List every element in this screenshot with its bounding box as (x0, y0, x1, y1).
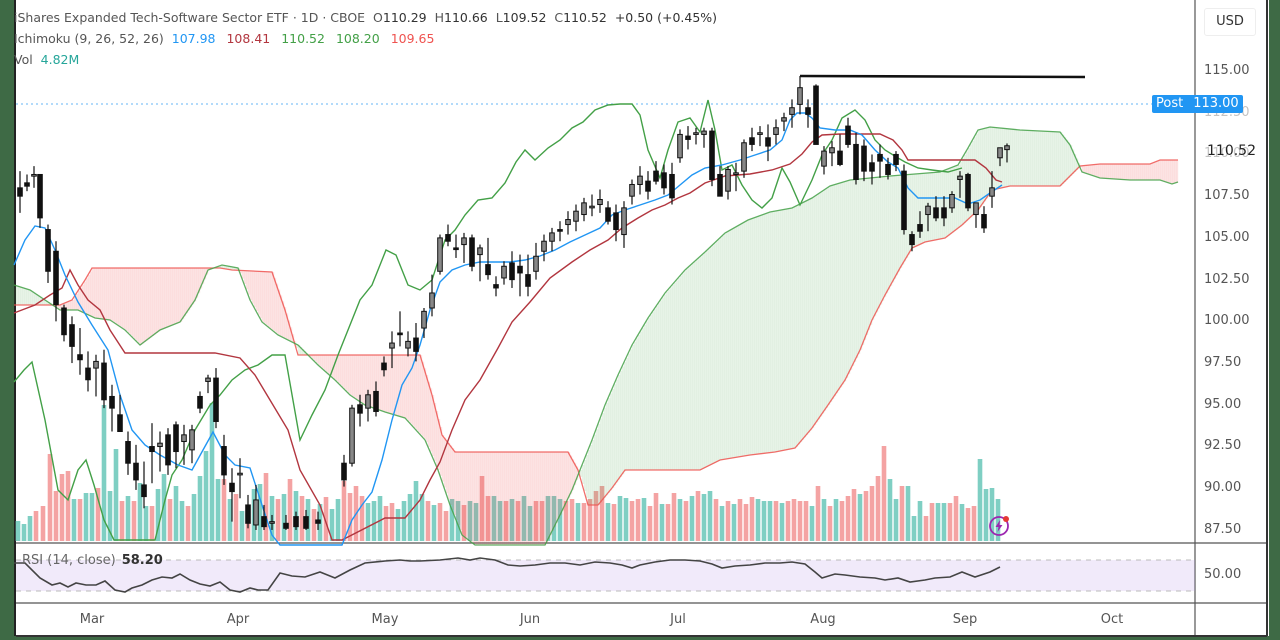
time-tick: Jul (670, 612, 686, 627)
high-label: H (434, 10, 444, 25)
senkou-a-value: 108.20 (335, 31, 380, 46)
price-tick: 97.50 (1204, 354, 1242, 370)
time-tick: May (371, 612, 399, 627)
time-tick: Sep (952, 612, 978, 627)
time-tick: Apr (226, 612, 250, 627)
time-tick: Aug (810, 612, 836, 627)
vol-label: Vol (14, 52, 33, 67)
low-label: L (495, 10, 503, 25)
price-tick: 100.00 (1204, 313, 1250, 329)
time-tick: Mar (79, 612, 105, 627)
post-market-badge: Post 113.00 (1152, 95, 1243, 113)
ichimoku-lines (13, 99, 1179, 546)
currency-button[interactable]: USD (1204, 8, 1256, 36)
price-tick: 102.50 (1204, 271, 1250, 287)
close-label: C (554, 10, 564, 25)
symbol-title: iShares Expanded Tech-Software Sector ET… (14, 10, 366, 25)
volume-legend[interactable]: Vol 4.82M (14, 52, 79, 67)
ichimoku-cloud (14, 127, 1179, 545)
price-tick: 105.00 (1204, 229, 1250, 245)
price-tick: 95.00 (1204, 396, 1242, 412)
ichimoku-legend[interactable]: Ichimoku (9, 26, 52, 26) 107.98 108.41 1… (14, 31, 441, 46)
open-label: O (373, 10, 383, 25)
ichimoku-label: Ichimoku (9, 26, 52, 26) (14, 31, 164, 46)
price-tick: 90.00 (1204, 480, 1242, 495)
rsi-label-text: RSI (14, close) (22, 553, 116, 568)
vol-value: 4.82M (40, 52, 80, 67)
resistance-trendline[interactable] (799, 74, 1086, 79)
price-tick: 87.50 (1204, 521, 1242, 537)
time-tick: Oct (1100, 612, 1124, 627)
kijun-value: 108.41 (226, 31, 271, 46)
rsi-value: 58.20 (121, 553, 163, 568)
chikou-value: 110.52 (281, 31, 325, 46)
senkou-b-value: 109.65 (390, 31, 435, 46)
lightning-alert-icon[interactable] (988, 515, 1010, 537)
rsi-band (16, 560, 1195, 591)
post-label: Post (1156, 96, 1184, 111)
symbol-legend[interactable]: iShares Expanded Tech-Software Sector ET… (14, 10, 717, 25)
price-tick: 107.50 (1204, 188, 1250, 204)
rsi-legend[interactable]: RSI (14, close) 58.20 (22, 553, 163, 568)
change-value: +0.50 (+0.45%) (614, 10, 718, 25)
post-price: 113.00 (1193, 96, 1239, 111)
rsi-line (14, 557, 1001, 593)
high-value: 110.66 (444, 10, 488, 25)
price-tick: 110.00 (1204, 146, 1250, 162)
price-tick: 92.50 (1204, 438, 1242, 454)
low-value: 109.52 (502, 10, 547, 25)
rsi-axis-tick: 50.00 (1204, 567, 1242, 582)
price-tick: 115.00 (1204, 63, 1250, 78)
time-tick: Jun (519, 612, 541, 627)
last-price-label: 110.52 (1207, 143, 1256, 159)
candlesticks[interactable] (17, 76, 1010, 530)
close-value: 110.52 (563, 10, 607, 25)
tenkan-value: 107.98 (171, 31, 216, 46)
open-value: 110.29 (382, 10, 427, 25)
